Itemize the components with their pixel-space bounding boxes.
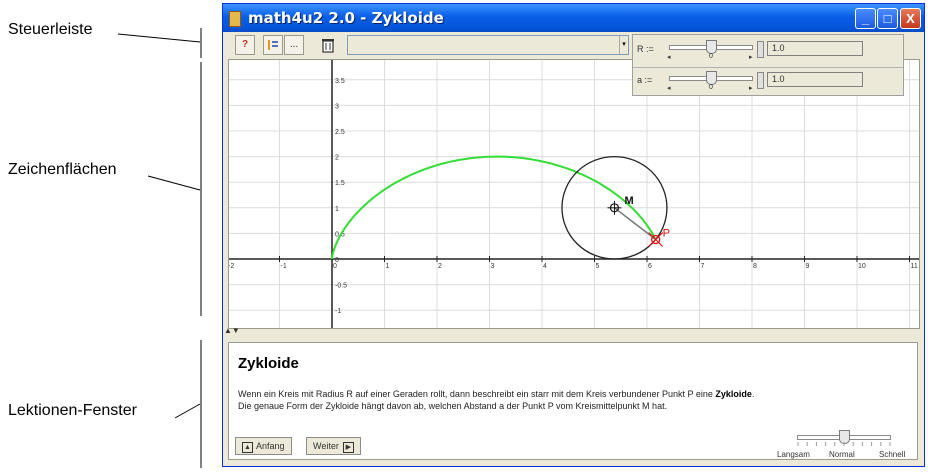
parameter-label-a: a := (637, 75, 653, 85)
delete-button[interactable] (318, 35, 338, 55)
speed-slider[interactable]: Langsam Normal Schnell (777, 429, 914, 459)
lesson-list-button[interactable] (263, 35, 283, 55)
x-tick-label: 6 (648, 263, 652, 270)
app-window: math4u2 2.0 - Zykloide _ □ X ? ... (222, 3, 925, 467)
annotation-lektionen: Lektionen-Fenster (8, 402, 137, 419)
x-tick-label: 0 (333, 263, 337, 270)
speed-label-normal: Normal (829, 450, 855, 459)
slider-zero-label: 0 (709, 53, 713, 60)
collapse-arrows-icon[interactable]: ▲▼ (224, 326, 240, 335)
point-p-label: P (663, 227, 670, 239)
parameter-value-a[interactable]: 1.0 (767, 72, 863, 87)
graph-canvas[interactable]: -2-1012345678910113.532.521.510.50-0.5-1… (229, 60, 919, 328)
x-tick-label: 11 (911, 263, 918, 270)
x-tick-label: 2 (438, 263, 442, 270)
x-tick-label: 4 (543, 263, 547, 270)
leader-steuerleiste (117, 33, 201, 43)
command-combo[interactable]: ▾ (347, 35, 629, 55)
parameter-label-r: R := (637, 44, 654, 54)
point-p-cross (648, 232, 664, 247)
spin-buttons-a[interactable] (757, 72, 764, 89)
slider-thumb-a[interactable] (706, 71, 717, 85)
title-bar[interactable]: math4u2 2.0 - Zykloide _ □ X (223, 4, 924, 32)
parameter-row-r: R := ◂ 0 ▸ 1.0 (633, 37, 903, 65)
x-tick-label: -1 (281, 263, 287, 270)
app-icon (229, 11, 241, 27)
rolling-circle (561, 155, 668, 260)
next-button[interactable]: Weiter ▶ (306, 437, 361, 455)
start-button[interactable]: ▲ Anfang (235, 437, 292, 455)
leader-lektionen (174, 403, 201, 419)
slider-max-icon[interactable]: ▸ (749, 54, 753, 61)
x-tick-label: 1 (386, 263, 390, 270)
slider-min-icon[interactable]: ◂ (667, 54, 671, 61)
drawing-area[interactable]: -2-1012345678910113.532.521.510.50-0.5-1… (228, 59, 920, 329)
leader-zeichenflaechen (147, 175, 201, 191)
spin-buttons-r[interactable] (757, 41, 764, 58)
trash-icon (322, 39, 334, 53)
slider-track-r[interactable] (669, 40, 753, 54)
slider-max-icon[interactable]: ▸ (749, 85, 753, 92)
y-tick-label: 2.5 (335, 129, 345, 136)
speed-label-slow: Langsam (777, 450, 810, 459)
y-tick-label: 3 (335, 103, 339, 110)
lesson-keyword: Zykloide (715, 389, 752, 399)
slider-zero-label: 0 (709, 84, 713, 91)
y-tick-label: 1.5 (335, 180, 345, 187)
slider-min-icon[interactable]: ◂ (667, 85, 671, 92)
x-tick-label: 9 (806, 263, 810, 270)
help-icon: ? (241, 39, 249, 50)
y-tick-label: -1 (335, 308, 341, 315)
cycloid-curve (331, 155, 657, 259)
annotation-steuerleiste: Steuerleiste (8, 21, 93, 38)
start-button-label: Anfang (256, 441, 285, 451)
slider-thumb-r[interactable] (706, 40, 717, 54)
x-tick-label: 10 (858, 263, 866, 270)
splitter-handle[interactable]: ▲▼ (223, 326, 924, 336)
window-title: math4u2 2.0 - Zykloide (248, 9, 444, 27)
parameter-panel: R := ◂ 0 ▸ 1.0 a := ◂ 0 ▸ 1.0 (632, 34, 904, 96)
x-tick-label: 5 (596, 263, 600, 270)
radius-line (613, 207, 657, 241)
arrow-right-icon: ▶ (342, 442, 354, 453)
x-tick-label: 7 (701, 263, 705, 270)
minimize-button[interactable]: _ (855, 8, 876, 29)
speed-label-fast: Schnell (879, 450, 906, 459)
y-tick-label: 0 (335, 257, 339, 264)
lesson-text: Wenn ein Kreis mit Radius R auf einer Ge… (238, 388, 898, 412)
annotation-zeichenflaechen: Zeichenflächen (8, 161, 117, 178)
parameter-value-r[interactable]: 1.0 (767, 41, 863, 56)
lesson-text-line-1: Wenn ein Kreis mit Radius R auf einer Ge… (238, 389, 755, 399)
arrow-up-icon: ▲ (242, 442, 253, 453)
x-tick-label: -2 (229, 263, 234, 270)
point-m-label: M (624, 195, 633, 207)
y-tick-label: 3.5 (335, 78, 345, 85)
lesson-text-line-2: Die genaue Form der Zykloide hängt davon… (238, 401, 668, 411)
help-button[interactable]: ? (235, 35, 255, 55)
slider-track-a[interactable] (669, 71, 753, 85)
point-p-marker (651, 234, 661, 245)
x-tick-label: 3 (491, 263, 495, 270)
lesson-window: Zykloide Wenn ein Kreis mit Radius R auf… (228, 342, 918, 460)
next-button-label: Weiter (313, 441, 339, 451)
speed-ticks (797, 442, 891, 446)
combo-dropdown-icon[interactable]: ▾ (619, 36, 628, 54)
maximize-button[interactable]: □ (877, 8, 898, 29)
y-tick-label: 1 (335, 206, 339, 213)
lesson-title: Zykloide (238, 355, 299, 372)
more-button[interactable]: ... (284, 35, 304, 55)
y-tick-label: 2 (335, 155, 339, 162)
speed-track[interactable] (797, 430, 891, 444)
close-button[interactable]: X (900, 8, 921, 29)
list-icon (268, 40, 278, 50)
x-tick-label: 8 (753, 263, 757, 270)
parameter-row-a: a := ◂ 0 ▸ 1.0 (633, 67, 903, 96)
y-tick-label: -0.5 (335, 283, 347, 290)
